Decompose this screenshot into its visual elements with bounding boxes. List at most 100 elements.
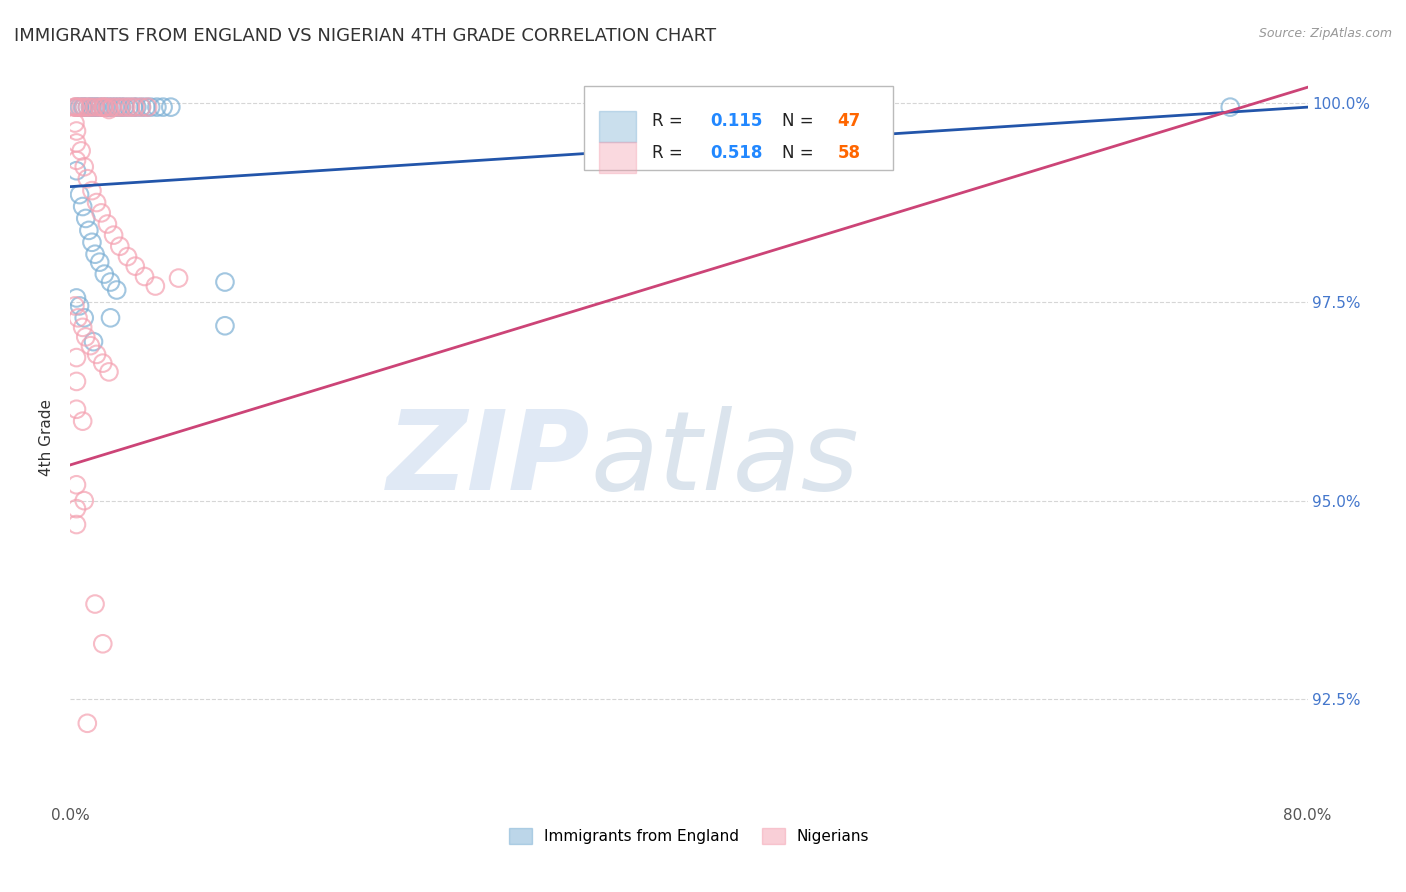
- Point: [100, 275, 122, 289]
- Point: [65, 477, 87, 491]
- Point: [72, 100, 94, 114]
- Point: [75, 211, 97, 226]
- Point: [98, 103, 120, 117]
- FancyBboxPatch shape: [599, 142, 636, 173]
- Point: [65, 517, 87, 532]
- Text: ZIP: ZIP: [387, 406, 591, 513]
- Point: [105, 100, 128, 114]
- Point: [91, 100, 114, 114]
- Point: [76, 100, 98, 114]
- Point: [65, 291, 87, 305]
- Point: [86, 347, 108, 361]
- Point: [101, 100, 124, 114]
- Point: [214, 318, 236, 333]
- Point: [86, 100, 108, 114]
- Point: [82, 334, 105, 349]
- Point: [96, 100, 118, 114]
- Point: [67, 310, 90, 325]
- Point: [89, 100, 111, 114]
- Text: R =: R =: [652, 112, 688, 130]
- Point: [73, 310, 96, 325]
- Point: [114, 100, 135, 114]
- Point: [72, 320, 94, 334]
- Text: 58: 58: [838, 145, 860, 162]
- Point: [125, 100, 148, 114]
- Point: [124, 259, 146, 273]
- FancyBboxPatch shape: [583, 86, 893, 170]
- Point: [84, 100, 107, 114]
- Point: [76, 100, 98, 114]
- Point: [73, 160, 96, 174]
- Point: [94, 100, 117, 114]
- Point: [91, 637, 114, 651]
- Legend: Immigrants from England, Nigerians: Immigrants from England, Nigerians: [502, 822, 876, 850]
- Point: [75, 330, 97, 344]
- Point: [1219, 100, 1241, 114]
- Point: [118, 100, 141, 114]
- Point: [65, 153, 87, 168]
- Point: [120, 100, 142, 114]
- Point: [131, 100, 153, 114]
- Point: [73, 493, 96, 508]
- Text: 0.518: 0.518: [710, 145, 762, 162]
- Point: [79, 338, 101, 352]
- Point: [77, 223, 100, 237]
- Point: [110, 100, 132, 114]
- Point: [79, 100, 101, 114]
- Point: [63, 100, 86, 114]
- Point: [79, 100, 101, 114]
- Point: [160, 100, 183, 114]
- Point: [91, 100, 114, 114]
- Point: [145, 279, 166, 293]
- Point: [84, 247, 107, 261]
- Point: [122, 100, 145, 114]
- Point: [91, 356, 114, 370]
- Point: [84, 100, 107, 114]
- Point: [70, 144, 93, 158]
- Point: [214, 275, 236, 289]
- Point: [100, 310, 122, 325]
- Point: [134, 269, 156, 284]
- Point: [93, 267, 115, 281]
- Text: R =: R =: [652, 145, 688, 162]
- Point: [146, 100, 169, 114]
- Point: [124, 100, 146, 114]
- Point: [98, 365, 120, 379]
- Point: [76, 716, 98, 731]
- Point: [105, 283, 128, 297]
- Point: [63, 299, 86, 313]
- Point: [96, 217, 118, 231]
- Point: [63, 100, 86, 114]
- Point: [72, 200, 94, 214]
- Point: [86, 195, 108, 210]
- Point: [90, 206, 112, 220]
- Point: [108, 239, 131, 253]
- Point: [98, 100, 120, 114]
- Point: [93, 100, 115, 114]
- Point: [110, 100, 132, 114]
- Point: [101, 100, 124, 114]
- Point: [89, 255, 111, 269]
- Point: [76, 171, 98, 186]
- Point: [89, 100, 111, 114]
- Point: [69, 299, 91, 313]
- Point: [117, 250, 139, 264]
- Point: [73, 100, 96, 114]
- FancyBboxPatch shape: [599, 111, 636, 142]
- Point: [115, 100, 138, 114]
- Y-axis label: 4th Grade: 4th Grade: [39, 399, 55, 475]
- Point: [65, 163, 87, 178]
- Point: [67, 100, 90, 114]
- Point: [65, 100, 87, 114]
- Point: [139, 100, 162, 114]
- Point: [69, 100, 91, 114]
- Point: [70, 100, 93, 114]
- Point: [63, 116, 86, 130]
- Point: [69, 187, 91, 202]
- Point: [80, 184, 103, 198]
- Point: [65, 501, 87, 516]
- Point: [73, 100, 96, 114]
- Text: IMMIGRANTS FROM ENGLAND VS NIGERIAN 4TH GRADE CORRELATION CHART: IMMIGRANTS FROM ENGLAND VS NIGERIAN 4TH …: [14, 27, 716, 45]
- Point: [135, 100, 157, 114]
- Point: [80, 100, 103, 114]
